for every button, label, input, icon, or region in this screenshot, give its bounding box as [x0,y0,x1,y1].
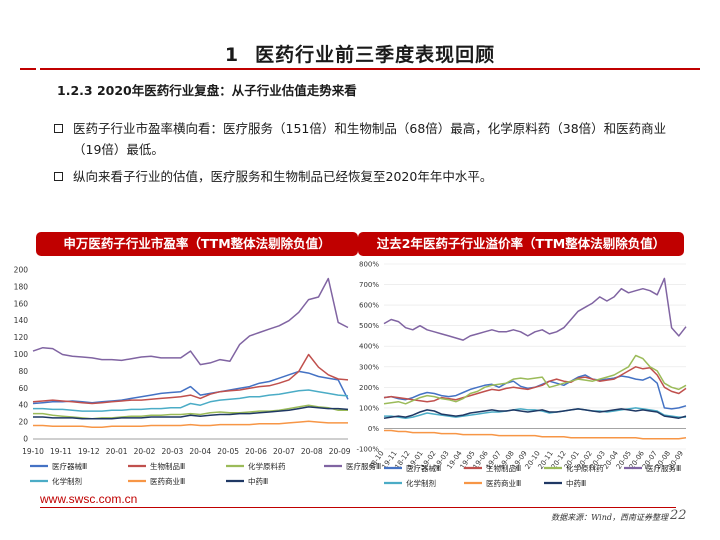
page-title: 1 医药行业前三季度表现回顾 [0,40,720,67]
y-tick-label: 200 [14,266,29,275]
square-bullet-icon [54,124,63,133]
y-tick-label: 80 [18,367,28,376]
legend-label: 化学原料药 [248,461,286,471]
bullet-list: 医药子行业市盈率横向看：医疗服务（151倍）和生物制品（68倍）最高，化学原料药… [54,118,694,193]
footer-rule [40,507,676,508]
x-tick-label: 20-06 [245,447,267,456]
series-line [383,366,687,403]
y-tick-label: 100% [359,404,379,412]
x-tick-label: 20-04 [189,447,211,456]
legend-label: 中药Ⅲ [566,478,586,488]
y-tick-label: 700% [359,281,379,289]
x-tick-label: 19-10 [22,447,44,456]
left-chart-title: 申万医药子行业市盈率（TTM整体法剔除负值） [36,232,358,256]
y-tick-label: 40 [18,401,28,410]
x-tick-label: 20-07 [273,447,295,456]
series-line [383,354,687,405]
x-tick-label: 19-11 [50,447,72,456]
y-tick-label: 500% [359,322,379,330]
y-tick-label: 600% [359,302,379,310]
legend-label: 医疗器械Ⅲ [52,461,87,471]
x-tick-label: 19-12 [78,447,100,456]
chart-left: 0 20 40 60 80 100 120 140 160 180 200 19-10 19-11 19-… [14,266,382,487]
series-line [33,404,348,420]
legend-label: 医疗器械Ⅲ [406,463,441,473]
series-line [33,406,349,420]
y-tick-label: 0% [368,425,379,433]
y-tick-label: 120 [14,333,29,342]
x-tick-label: 20-01 [106,447,128,456]
y-tick-label: 200% [359,384,379,392]
series-line [384,407,686,419]
bullet-text: 医药子行业市盈率横向看：医疗服务（151倍）和生物制品（68倍）最高，化学原料药… [73,121,667,157]
footer-url[interactable]: www.swsc.com.cn [40,492,138,506]
y-tick-label: 100 [14,350,29,359]
section-number: 1 [224,44,240,66]
legend-label: 化学制剂 [406,478,436,488]
y-tick-label: 140 [14,316,29,325]
y-tick-label: 180 [14,282,29,291]
legend-label: 化学制剂 [52,476,82,486]
y-tick-label: 60 [18,384,28,393]
x-tick-label: 20-03 [161,447,183,456]
chart-right: -100%0%100%200%300%400%500%600%700%800%1… [356,261,687,488]
section-title: 医药行业前三季度表现回顾 [255,44,496,66]
bullet-text: 纵向来看子行业的估值，医疗服务和生物制品已经恢复至2020年年中水平。 [73,169,493,184]
title-bar: 1 医药行业前三季度表现回顾 [0,0,720,70]
subtitle: 1.2.3 2020年医药行业复盘：从子行业估值走势来看 [57,83,357,98]
legend-label: 中药Ⅲ [248,476,268,486]
series-line [33,420,348,428]
y-tick-label: 20 [18,418,28,427]
series-line [383,374,687,410]
page-number: 22 [670,508,687,523]
legend-label: 医疗服务Ⅲ [646,463,681,473]
y-tick-label: 800% [359,261,379,269]
x-tick-label: 20-08 [301,447,323,456]
y-tick-label: 300% [359,363,379,371]
right-chart-title: 过去2年医药子行业溢价率（TTM整体法剔除负值） [358,232,684,256]
legend-label: 生物制品Ⅲ [150,461,185,471]
x-tick-label: 20-02 [134,447,156,456]
title-rule [40,68,700,70]
series-line [32,370,349,405]
bullet-item: 医药子行业市盈率横向看：医疗服务（151倍）和生物制品（68倍）最高，化学原料药… [54,118,694,160]
series-line [33,389,349,412]
y-tick-label: -100% [356,446,379,454]
legend-label: 生物制品Ⅲ [486,463,521,473]
x-tick-label: 20-09 [329,447,351,456]
series-line [384,429,687,440]
legend-label: 化学原料药 [566,463,604,473]
legend-label: 医药商业Ⅲ [150,476,185,486]
square-bullet-icon [54,172,63,181]
series-line [383,408,687,419]
series-line [32,277,349,366]
series-line [383,277,687,341]
series-line [32,353,349,405]
y-tick-label: 0 [23,435,28,444]
x-tick-label: 20-05 [217,447,239,456]
y-tick-label: 400% [359,343,379,351]
legend-label: 医药商业Ⅲ [486,478,521,488]
title-rule-accent [20,68,36,70]
bullet-item: 纵向来看子行业的估值，医疗服务和生物制品已经恢复至2020年年中水平。 [54,166,694,187]
y-tick-label: 160 [14,299,29,308]
footer-source: 数据来源：Wind，西南证券整理 [551,513,668,522]
legend-label: 医疗服务Ⅲ [346,461,381,471]
